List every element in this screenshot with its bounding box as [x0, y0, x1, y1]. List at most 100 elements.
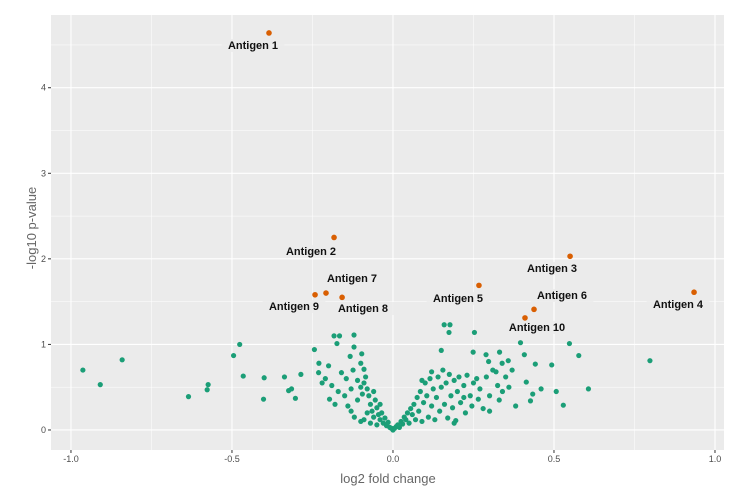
label-background — [279, 245, 343, 258]
point-labels: Antigen 1 Antigen 2 Antigen 3 Antigen 4 Anti… — [221, 39, 710, 334]
plot-panel — [51, 15, 724, 450]
data-point — [366, 393, 372, 399]
data-point — [205, 382, 211, 388]
data-point — [350, 367, 356, 373]
data-point — [499, 360, 505, 366]
data-point — [237, 341, 243, 348]
label-background — [262, 300, 326, 313]
data-point — [503, 374, 509, 380]
data-point — [585, 386, 592, 392]
data-point — [406, 420, 412, 426]
data-point — [326, 396, 333, 402]
x-axis-title: log2 fold change — [340, 471, 435, 486]
y-tick-label: 1 — [41, 339, 46, 349]
data-point — [371, 414, 377, 420]
data-point — [367, 401, 374, 407]
data-point — [204, 387, 210, 393]
data-point — [576, 352, 582, 359]
data-point — [354, 377, 361, 383]
data-point — [322, 376, 328, 382]
data-point — [119, 357, 125, 363]
data-point — [315, 370, 322, 376]
data-point — [443, 380, 449, 386]
data-point — [343, 376, 349, 382]
data-point — [469, 403, 475, 409]
highlighted-point — [331, 234, 337, 241]
data-point — [429, 403, 435, 409]
data-point — [417, 388, 423, 395]
data-point — [298, 371, 304, 377]
data-point — [461, 394, 467, 401]
data-point — [332, 401, 338, 407]
data-point — [560, 402, 566, 408]
data-point — [471, 329, 478, 336]
data-point — [351, 344, 357, 350]
data-point — [438, 384, 444, 390]
x-tick-label: -0.5 — [224, 454, 240, 464]
data-point — [338, 370, 345, 376]
data-point — [462, 410, 469, 416]
label-background — [646, 298, 710, 311]
data-point — [329, 382, 335, 389]
data-point — [331, 333, 337, 339]
data-point — [377, 401, 383, 407]
data-point — [449, 405, 456, 411]
data-point — [371, 388, 377, 395]
data-point — [483, 352, 489, 358]
data-point — [513, 403, 519, 409]
highlighted-point — [266, 30, 272, 36]
data-point — [358, 384, 364, 390]
x-tick-label: 1.0 — [709, 454, 722, 464]
y-axis-title: -log10 p-value — [24, 187, 39, 269]
data-point — [464, 372, 470, 378]
point-label: Antigen 5 — [433, 293, 483, 305]
data-point — [448, 393, 454, 399]
data-point — [475, 396, 481, 402]
point-label: Antigen 8 — [338, 303, 388, 315]
data-point — [486, 408, 493, 414]
data-point — [348, 386, 354, 392]
data-point — [412, 417, 419, 423]
data-point — [505, 358, 511, 364]
x-tick-label: 0.0 — [387, 454, 400, 464]
data-point — [359, 391, 365, 397]
data-point — [506, 384, 512, 390]
data-point — [432, 417, 438, 423]
data-point — [530, 391, 536, 397]
highlighted-point — [476, 282, 482, 289]
data-point — [440, 367, 446, 373]
label-background — [331, 302, 395, 315]
data-point — [240, 373, 246, 379]
label-background — [426, 292, 490, 305]
data-point — [445, 415, 451, 421]
data-point — [288, 386, 295, 392]
data-point — [374, 422, 380, 428]
axes: -1.0 -0.5 0.0 0.5 1.0 0 1 2 3 4 — [41, 83, 721, 464]
highlighted-point — [312, 291, 318, 298]
label-background — [520, 262, 584, 275]
data-point — [414, 394, 420, 401]
data-point — [509, 367, 515, 373]
data-point — [456, 374, 462, 380]
highlighted-point — [531, 306, 537, 313]
point-label: Antigen 1 — [228, 40, 278, 52]
data-point — [351, 332, 357, 338]
data-point — [496, 397, 502, 403]
data-point — [374, 405, 380, 411]
data-point — [419, 418, 425, 425]
point-label: Antigen 2 — [286, 246, 336, 258]
data-point — [80, 367, 86, 373]
data-point — [325, 363, 332, 369]
data-point — [496, 349, 503, 355]
data-point — [429, 369, 435, 375]
points — [80, 30, 697, 433]
data-point — [467, 393, 473, 399]
data-point — [517, 340, 524, 346]
data-point — [647, 358, 653, 364]
y-tick-label: 0 — [41, 425, 46, 435]
point-label: Antigen 3 — [527, 263, 577, 275]
data-point — [457, 399, 464, 406]
data-point — [363, 374, 369, 380]
data-point — [451, 420, 457, 426]
